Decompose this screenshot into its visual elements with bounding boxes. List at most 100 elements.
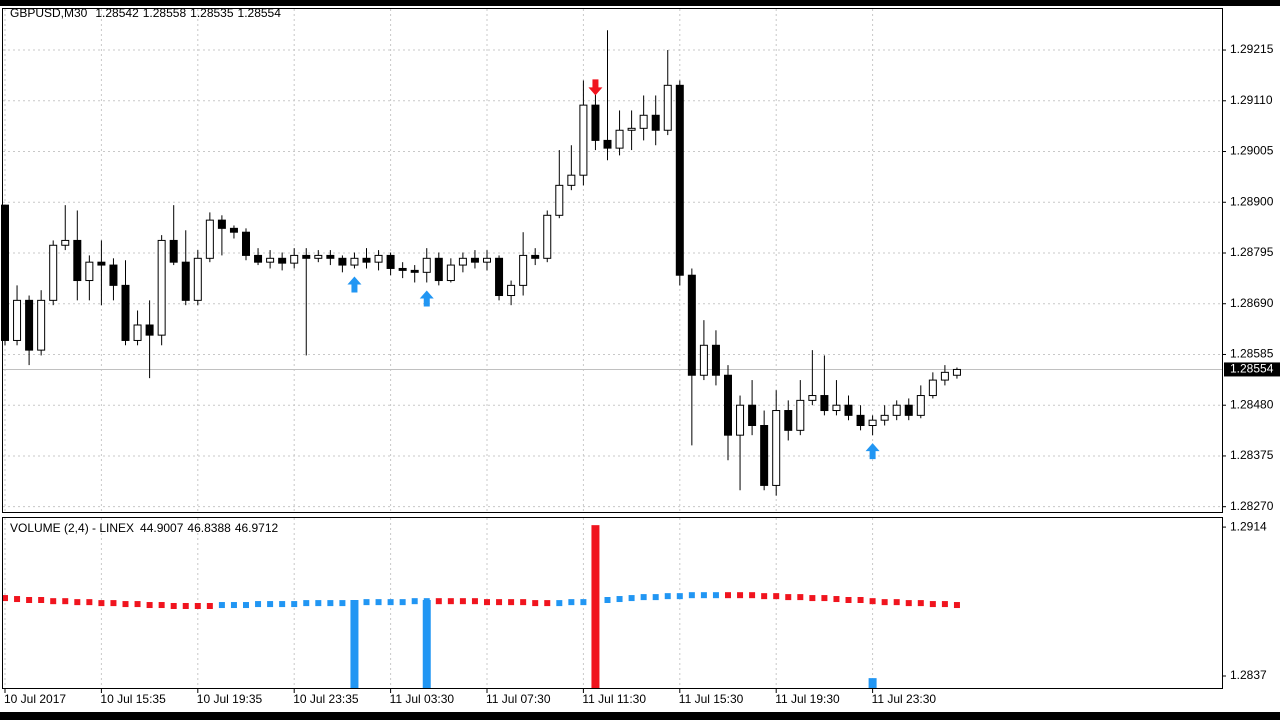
candle-body <box>157 239 166 336</box>
price-label-box <box>1224 362 1280 377</box>
price-label: 1.28554 <box>1230 362 1274 376</box>
x-tick-label: 11 Jul 03:30 <box>390 692 455 706</box>
indicator-dot <box>50 598 57 605</box>
indicator-dot <box>652 594 659 601</box>
candle-body <box>121 284 130 341</box>
candle-body <box>242 231 250 256</box>
candle-body <box>97 261 106 266</box>
candle-body <box>796 399 805 431</box>
symbol-title: GBPUSD,M30 <box>10 6 88 20</box>
candle-body <box>711 344 720 376</box>
indicator-dot <box>556 600 563 607</box>
indicator-dot <box>725 592 731 599</box>
indicator-dot <box>929 601 936 608</box>
indicator-dot <box>471 598 478 605</box>
indicator-dot <box>953 602 960 609</box>
indicator-dot <box>206 602 213 609</box>
close-reading: 1.28554 <box>238 6 282 20</box>
candle-body <box>290 254 299 264</box>
indicator-dot <box>797 594 804 601</box>
indicator-dot <box>773 593 780 600</box>
indicator-reading: 44.9007 <box>140 521 184 535</box>
signal-bar <box>868 678 877 688</box>
indicator-dot <box>544 600 551 607</box>
indicator-dot <box>676 593 683 600</box>
candle-body <box>543 214 552 259</box>
candle-body <box>314 254 323 259</box>
indicator-dot <box>134 601 141 608</box>
candle-body <box>278 257 287 264</box>
mark-layer <box>1 30 961 688</box>
indicator-dot <box>809 595 816 602</box>
low-reading: 1.28535 <box>190 6 234 20</box>
window-background <box>0 6 1280 712</box>
indicator-dot <box>110 600 117 607</box>
candle-body <box>772 410 781 486</box>
indicator-reading: 46.8388 <box>187 521 231 535</box>
candle-body <box>736 404 745 436</box>
indicator-dot <box>893 599 900 606</box>
indicator-dot <box>712 592 719 599</box>
sell-arrow <box>588 79 603 96</box>
indicator-dot <box>845 597 852 604</box>
y-tick-label: 1.2914 <box>1230 519 1267 533</box>
candle-body <box>856 414 865 427</box>
indicator-dot <box>98 600 105 607</box>
indicator-dot <box>339 600 346 607</box>
indicator-dot <box>158 602 165 609</box>
candle-body <box>13 299 22 341</box>
indicator-dot <box>14 596 21 603</box>
candle-body <box>663 84 672 131</box>
indicator-dot <box>74 599 81 606</box>
buy-arrow <box>419 290 434 307</box>
candle-body <box>109 264 118 286</box>
candle-body <box>507 284 516 297</box>
y-tick-label: 1.28480 <box>1230 397 1274 411</box>
buy-arrow <box>865 443 880 460</box>
candle-body <box>832 404 841 412</box>
x-tick-label: 11 Jul 07:30 <box>486 692 551 706</box>
indicator-dot <box>580 599 587 606</box>
y-tick-label: 1.2837 <box>1230 668 1267 682</box>
candle-body <box>217 219 226 229</box>
indicator-dot <box>821 595 828 602</box>
y-tick-label: 1.28585 <box>1230 347 1274 361</box>
indicator-dot <box>387 599 394 606</box>
candle-body <box>808 395 817 401</box>
candle-body <box>470 257 479 263</box>
indicator-dot <box>243 602 249 609</box>
indicator-dot <box>122 601 129 608</box>
signal-bar <box>350 600 359 688</box>
candle-body <box>639 114 648 129</box>
indicator-dot <box>508 599 515 606</box>
candle-body <box>928 379 937 397</box>
candle-body <box>940 371 949 381</box>
candle-body <box>627 127 636 131</box>
candle-body <box>724 374 732 436</box>
candle-body <box>615 129 624 149</box>
candle-body <box>868 419 877 427</box>
indicator-dot <box>905 600 912 607</box>
indicator-dot <box>327 600 334 607</box>
chart-header: GBPUSD,M30 1.28542 1.28558 1.28535 1.28554 <box>10 6 281 20</box>
indicator-dot <box>375 599 382 606</box>
candle-body <box>254 254 263 263</box>
indicator-dot <box>532 600 539 607</box>
indicator-dot <box>628 595 635 602</box>
candle-body <box>844 404 853 416</box>
candle-body <box>205 219 214 259</box>
x-tick-label: 11 Jul 11:30 <box>582 692 646 706</box>
indicator-dot <box>568 599 575 606</box>
indicator-dot <box>484 599 490 606</box>
candle-body <box>422 257 431 273</box>
candle-body <box>326 254 335 259</box>
indicator-dot <box>917 600 924 607</box>
indicator-dot <box>761 593 768 600</box>
candle-body <box>133 324 142 341</box>
indicator-dot <box>664 593 671 600</box>
indicator-dot <box>62 598 69 605</box>
indicator-dot <box>146 602 153 609</box>
indicator-dot <box>315 600 322 607</box>
indicator-dot <box>2 595 8 602</box>
